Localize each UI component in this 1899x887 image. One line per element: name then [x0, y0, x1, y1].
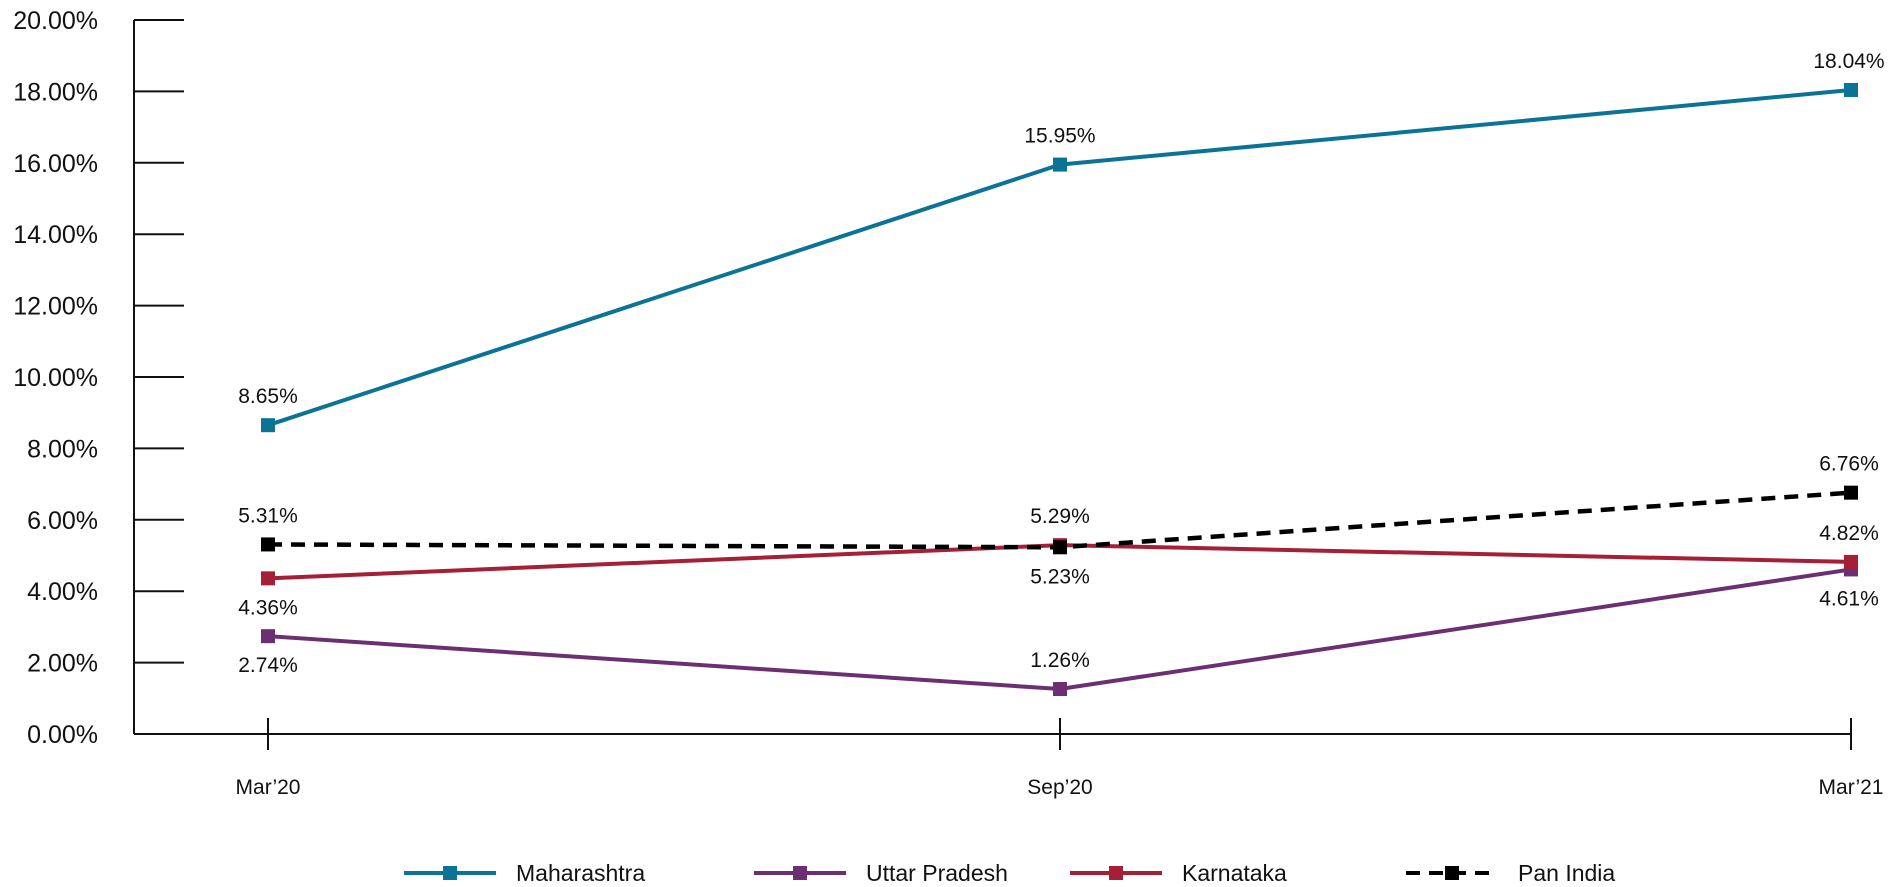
data-labels: 8.65% 15.95% 18.04% 2.74% 1.26% 4.61% 4.36% 5.2…: [238, 50, 1884, 677]
y-tick-label: 16.00%: [13, 150, 98, 178]
legend-marker: [443, 866, 457, 880]
data-label-pan-india: 5.31%: [238, 504, 298, 527]
data-label-pan-india: 5.23%: [1030, 565, 1090, 588]
data-label-karnataka: 5.29%: [1030, 505, 1090, 528]
y-tick-label: 4.00%: [27, 578, 98, 606]
data-label-uttar-pradesh: 1.26%: [1030, 649, 1090, 672]
data-label-uttar-pradesh: 2.74%: [238, 654, 298, 677]
x-tick-label: Mar’20: [236, 776, 301, 799]
data-point-maharashtra: [261, 418, 275, 433]
data-point-pan-india: [1844, 485, 1858, 500]
legend-label: Uttar Pradesh: [866, 860, 1008, 886]
legend-label: Pan India: [1518, 860, 1615, 886]
y-tick-label: 12.00%: [13, 293, 98, 321]
y-tick-label: 8.00%: [27, 435, 98, 463]
data-label-pan-india: 6.76%: [1819, 453, 1879, 476]
y-tick-label: 14.00%: [13, 221, 98, 249]
data-label-maharashtra: 18.04%: [1813, 50, 1884, 73]
legend-label: Maharashtra: [516, 860, 645, 886]
data-point-pan-india: [261, 537, 275, 552]
y-tick-label: 2.00%: [27, 650, 98, 678]
x-tick-label: Mar’21: [1819, 776, 1884, 799]
axes: 0.00% 2.00% 4.00% 6.00% 8.00% 10.00% 12.00% 14.…: [13, 7, 1883, 799]
data-label-karnataka: 4.82%: [1819, 522, 1879, 545]
legend-marker: [1445, 866, 1459, 880]
y-tick-label: 20.00%: [13, 7, 98, 35]
legend-item-maharashtra: Maharashtra: [404, 860, 645, 886]
data-label-karnataka: 4.36%: [238, 596, 298, 619]
data-point-maharashtra: [1053, 157, 1067, 172]
legend-item-pan-india: Pan India: [1406, 860, 1615, 886]
legend: Maharashtra Uttar Pradesh Karnataka Pan Ind…: [404, 860, 1615, 886]
data-point-karnataka: [1844, 554, 1858, 569]
y-tick-label: 18.00%: [13, 78, 98, 106]
legend-item-karnataka: Karnataka: [1070, 860, 1287, 886]
data-point-uttar-pradesh: [261, 629, 275, 644]
data-point-maharashtra: [1844, 82, 1858, 97]
data-label-uttar-pradesh: 4.61%: [1819, 587, 1879, 610]
legend-marker: [793, 866, 807, 880]
data-point-karnataka: [261, 571, 275, 586]
data-point-uttar-pradesh: [1053, 682, 1067, 697]
data-label-maharashtra: 8.65%: [238, 385, 298, 408]
series-layer: [261, 82, 1858, 697]
legend-item-uttar-pradesh: Uttar Pradesh: [754, 860, 1008, 886]
data-label-maharashtra: 15.95%: [1024, 125, 1095, 148]
y-tick-label: 10.00%: [13, 364, 98, 392]
y-tick-label: 0.00%: [27, 721, 98, 749]
data-point-pan-india: [1053, 540, 1067, 555]
x-tick-label: Sep’20: [1027, 776, 1092, 799]
y-tick-label: 6.00%: [27, 507, 98, 535]
legend-label: Karnataka: [1182, 860, 1287, 886]
legend-marker: [1109, 866, 1123, 880]
